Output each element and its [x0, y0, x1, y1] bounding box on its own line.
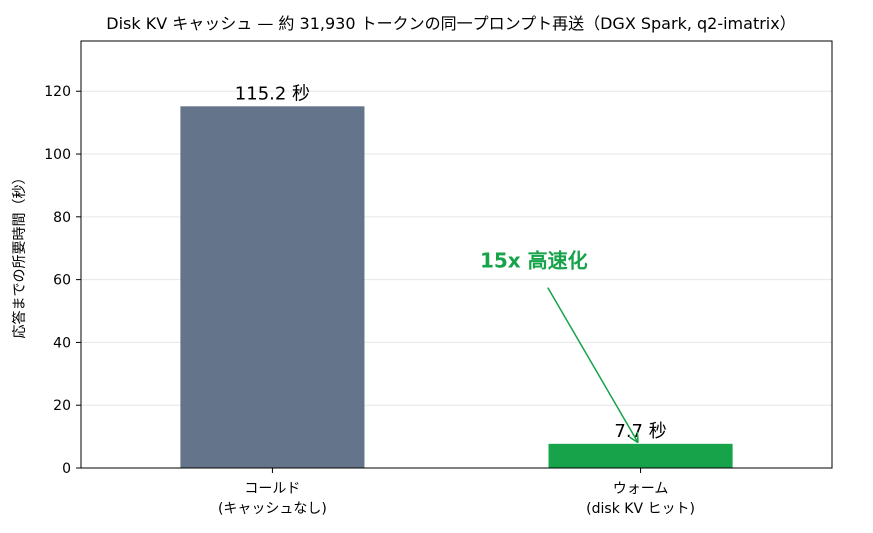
y-tick-label: 20	[53, 398, 71, 414]
bar	[180, 106, 365, 469]
x-tick-label: (キャッシュなし)	[218, 501, 327, 517]
speedup-annotation: 15x 高速化	[480, 249, 588, 273]
annotation-group: 15x 高速化	[480, 249, 638, 442]
annotation-arrow	[547, 287, 638, 442]
y-tick-label: 40	[53, 335, 71, 351]
y-tick-label: 0	[62, 461, 71, 477]
x-tick-label: (disk KV ヒット)	[586, 501, 695, 517]
y-tick-label: 80	[53, 210, 71, 226]
x-tick-label: コールド	[244, 481, 300, 497]
y-tick-label: 120	[44, 84, 71, 100]
data-label: 7.7 秒	[614, 421, 666, 442]
chart-title: Disk KV キャッシュ — 約 31,930 トークンの同一プロンプト再送（…	[106, 14, 795, 33]
y-axis-label: 応答までの所要時間（秒）	[11, 171, 28, 339]
bars: 115.2 秒 7.7 秒	[180, 83, 733, 469]
axis-ticks: 0 20 40 60 80 100 120 コールド (キャッシュなし) ウォーム (disk KV…	[44, 84, 695, 517]
data-label: 115.2 秒	[235, 83, 310, 104]
y-tick-label: 60	[53, 273, 71, 289]
y-tick-label: 100	[44, 147, 71, 163]
bar	[548, 443, 733, 468]
x-tick-label: ウォーム	[613, 481, 669, 497]
plot-area-frame	[80, 40, 833, 469]
